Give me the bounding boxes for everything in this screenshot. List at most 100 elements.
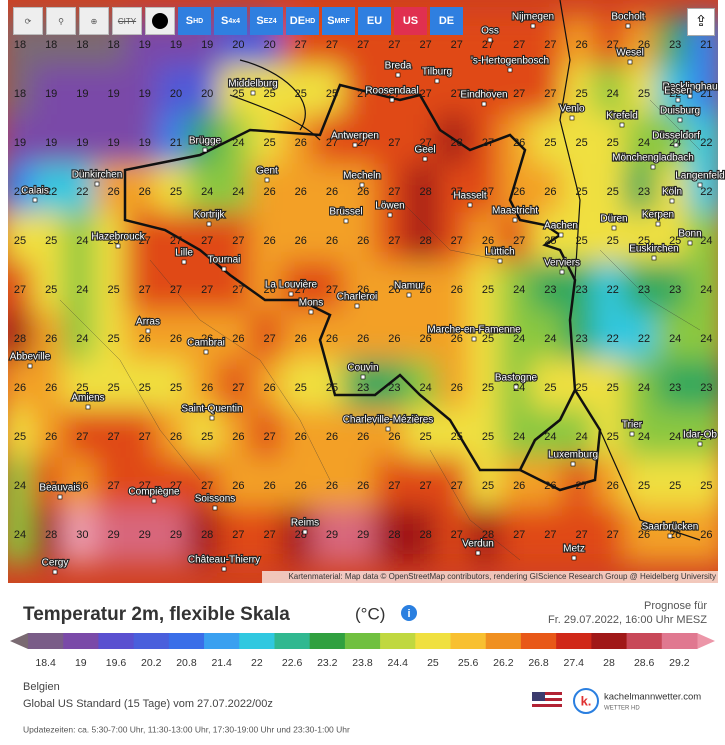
model-sub: MRF (334, 17, 350, 25)
grid-value: 25 (419, 431, 431, 443)
grid-value: 28 (201, 529, 213, 541)
city-label: Middelburg (228, 79, 277, 90)
grid-value: 27 (451, 39, 463, 51)
grid-value: 20 (232, 39, 244, 51)
city-dot (308, 309, 314, 315)
grid-value: 25 (638, 88, 650, 100)
model-sub: HD (193, 17, 204, 25)
city-label: Bocholt (611, 12, 645, 23)
model-sub: 4x4 (228, 17, 241, 25)
grid-value: 25 (607, 431, 619, 443)
grid-value: 19 (76, 137, 88, 149)
grid-value: 22 (76, 186, 88, 198)
scale-tick-label: 29.2 (669, 657, 690, 669)
city-dot (145, 328, 151, 334)
layer-button[interactable] (145, 7, 175, 35)
city-dot (32, 197, 38, 203)
city-label: Eindhoven (460, 90, 507, 101)
grid-value: 27 (326, 137, 338, 149)
grid-value: 27 (14, 284, 26, 296)
info-icon[interactable] (401, 605, 417, 621)
model-button[interactable]: DE HD (286, 7, 319, 35)
city-label: La Louvière (265, 280, 318, 291)
colorbar-segment (309, 633, 346, 649)
model-button[interactable]: S HD (178, 7, 211, 35)
grid-value: 24 (232, 186, 244, 198)
city-button[interactable]: CITY (112, 7, 142, 35)
city-label: Gent (256, 166, 278, 177)
heat-cell (686, 457, 718, 515)
region-button[interactable]: DE (430, 7, 463, 35)
grid-value: 24 (700, 431, 712, 443)
grid-value: 26 (232, 480, 244, 492)
grid-value: 27 (357, 137, 369, 149)
city-label: Namur (394, 281, 425, 292)
region-button[interactable]: US (394, 7, 427, 35)
city-label: Charleville-Mézières (343, 415, 434, 426)
city-dot (512, 217, 518, 223)
grid-value: 26 (295, 137, 307, 149)
grid-value: 26 (232, 333, 244, 345)
grid-value: 26 (357, 284, 369, 296)
grid-value: 26 (357, 235, 369, 247)
model-button[interactable]: S EZ4 (250, 7, 283, 35)
city-dot (27, 363, 33, 369)
brand-sub: WETTER HD (604, 706, 640, 712)
grid-value: 27 (513, 529, 525, 541)
grid-value: 25 (326, 382, 338, 394)
grid-value: 27 (388, 480, 400, 492)
grid-value: 19 (201, 39, 213, 51)
grid-value: 28 (451, 137, 463, 149)
grid-value: 24 (544, 431, 556, 443)
city-label: Idar-Ob (683, 430, 717, 441)
scale-tick-label: 22.6 (282, 657, 303, 669)
scale-tick-label: 27.4 (564, 657, 585, 669)
grid-value: 19 (139, 137, 151, 149)
grid-value: 23 (700, 382, 712, 394)
city-label: 's-Hertogenbosch (471, 56, 549, 67)
city-label: Arras (136, 317, 160, 328)
grid-value: 23 (638, 186, 650, 198)
grid-value: 25 (669, 186, 681, 198)
grid-value: 23 (575, 333, 587, 345)
update-times: Updatezeiten: ca. 5:30-7:00 Uhr, 11:30-1… (23, 724, 350, 734)
grid-value: 27 (482, 186, 494, 198)
refresh-button[interactable]: ⟳ (13, 7, 43, 35)
heat-layer (8, 16, 718, 564)
region-button[interactable]: EU (358, 7, 391, 35)
grid-value: 29 (139, 529, 151, 541)
colorbar-segment (450, 633, 487, 649)
city-dot (687, 240, 693, 246)
grid-value: 20 (263, 39, 275, 51)
city-label: Verdun (462, 539, 494, 550)
grid-value: 26 (295, 186, 307, 198)
zoom-button[interactable]: ⊕ (79, 7, 109, 35)
grid-value: 26 (326, 186, 338, 198)
grid-value: 23 (575, 284, 587, 296)
share-button[interactable]: ⇪ (687, 8, 715, 36)
grid-value: 26 (76, 480, 88, 492)
grid-value: 28 (45, 529, 57, 541)
model-button[interactable]: S MRF (322, 7, 355, 35)
grid-value: 23 (357, 382, 369, 394)
grid-value: 27 (513, 235, 525, 247)
city-label: Kerpen (642, 210, 674, 221)
grid-value: 25 (107, 333, 119, 345)
colorbar-segment (239, 633, 275, 649)
city-label: Bonn (678, 229, 701, 240)
city-label: Couvin (347, 363, 378, 374)
city-dot (264, 177, 270, 183)
city-dot (611, 225, 617, 231)
grid-value: 26 (107, 186, 119, 198)
heat-cell (686, 359, 718, 417)
location-button[interactable]: ⚲ (46, 7, 76, 35)
city-dot (667, 533, 673, 539)
grid-value: 27 (170, 284, 182, 296)
model-button[interactable]: S 4x4 (214, 7, 247, 35)
scale-tick-label: 21.4 (211, 657, 232, 669)
grid-value: 26 (638, 39, 650, 51)
brand: kachelmannwetter.com (604, 692, 701, 703)
grid-value: 19 (45, 88, 57, 100)
colorbar-segment (28, 633, 64, 649)
grid-value: 23 (388, 382, 400, 394)
